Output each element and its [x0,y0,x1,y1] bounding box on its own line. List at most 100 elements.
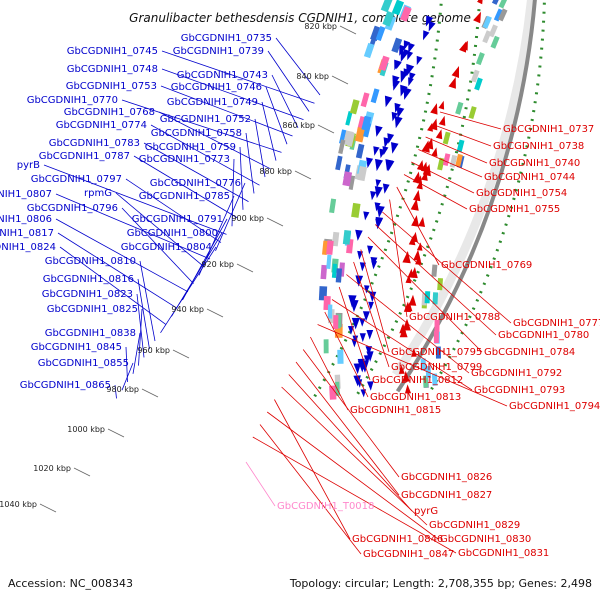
annotation-block-inner [432,292,439,305]
annotation-block [335,268,343,283]
gene-label-forward: GbCGDNIH1_0739 [173,46,264,57]
gene-label-forward: GbCGDNIH1_0746 [171,82,262,93]
reverse-gene-arrow [431,147,438,157]
gene-labels: GbCGDNIH1_0735 GbCGDNIH1_0745 GbCGDNIH1_07… [0,33,600,560]
annotation-block [375,26,386,42]
annotation-block-inner [482,15,492,29]
forward-gene-arrow [391,111,398,122]
annotation-block [357,165,368,182]
gene-label-reverse: GbCGDNIH1_0813 [370,392,461,403]
annotation-block-inner [456,139,465,153]
reverse-gene-arrow [425,137,434,150]
gene-label-reverse: GbCGDNIH1_0830 [440,534,531,545]
forward-gene-arrow [367,245,374,255]
label-connector-forward [239,146,244,210]
label-connector-forward [136,293,145,358]
gene-label-forward: GbCGDNIH1_0776 [150,178,241,189]
reverse-gene-arrow [402,318,411,331]
forward-gene-arrow [394,59,401,71]
annotation-block [391,37,403,53]
reverse-gene-arrow [422,166,429,175]
label-connector-forward [139,260,156,342]
label-connector-reverse [259,424,362,555]
tick-label: 860 kbp [282,121,315,130]
annotation-block [345,111,353,126]
reverse-gene-arrow [438,115,446,126]
annotation-block [329,385,337,400]
label-connector-forward [57,232,178,309]
annotation-block [327,304,333,319]
gene-label-forward: GbCGDNIH1_0735 [181,33,272,44]
gene-label-forward: rpmG [84,188,112,199]
label-connector-forward [261,101,277,161]
forward-gene-arrow [375,158,383,172]
annotation-block [363,42,375,59]
reverse-gene-arrow [413,189,421,202]
forward-gene-arrow [394,102,401,113]
annotation-block-inner [431,264,438,277]
forward-gene-arrow [374,186,383,199]
forward-gene-arrow [408,77,414,87]
gene-label-forward: pyrB [17,160,40,171]
label-connector-reverse [274,399,351,540]
gene-label-forward: GbCGDNIH1_0752 [160,114,251,125]
annotation-block-inner [420,358,426,371]
label-connector-reverse [382,211,512,324]
annotation-block [338,129,347,145]
forward-gene-arrow [403,49,410,59]
forward-gene-arrow [387,133,395,144]
tick-label: 1040 kbp [0,500,37,509]
annotation-block [399,6,412,22]
reverse-gene-arrow [398,365,405,374]
forward-gene-arrow [403,87,412,100]
forward-gene-arrow [416,55,423,66]
annotation-block [360,92,370,108]
gene-label-reverse: GbCGDNIH1_0744 [484,172,575,183]
annotation-block [349,99,360,115]
accession-text: Accession: NC_008343 [8,577,133,590]
reverse-gene-arrow [410,198,419,211]
annotation-block [370,88,380,104]
reverse-gene-arrow [408,294,417,306]
label-connector-reverse [432,124,492,147]
tick-label: 940 kbp [171,305,204,314]
reverse-gene-arrow [459,41,467,53]
label-connector-reverse [252,436,457,554]
gene-label-reverse: GbCGDNIH1_0827 [401,490,492,501]
label-connector-forward [114,384,117,399]
gene-label-reverse: GbCGDNIH1_0826 [401,472,492,483]
label-connector-reverse [281,386,428,526]
annotation-block-inner [437,157,445,171]
label-connector-forward [160,246,217,334]
gene-label-reverse: GbCGDNIH1_0784 [484,347,575,358]
gene-label-forward: GbCGDNIH1_0823 [42,289,133,300]
gene-label-reverse: GbCGDNIH1_0831 [458,548,549,559]
tick-label: 1000 kbp [67,425,105,434]
annotation-block-inner [475,52,485,66]
gene-label-reverse: GbCGDNIH1_0755 [469,204,560,215]
gene-label-reverse: GbCGDNIH1_0740 [489,158,580,169]
forward-gene-arrow [407,50,414,61]
tick-mark [141,388,159,398]
feature-tracks [318,0,509,400]
label-connector-forward [55,193,211,260]
tick-label: 980 kbp [106,385,139,394]
label-connector-reverse [331,299,473,391]
annotation-block-inner [455,153,463,167]
gene-label-forward: GbCGDNIH1_0855 [38,358,129,369]
label-connector-forward [198,195,235,276]
forward-gene-arrow [365,346,372,356]
forward-gene-arrow [366,157,374,169]
gene-label-forward: GbCGDNIH1_0753 [66,81,157,92]
label-connector-reverse [288,374,413,512]
forward-gene-arrow [400,70,409,83]
reverse-gene-arrow [399,326,408,338]
label-connector-forward [125,178,222,243]
label-connector-reverse [310,336,349,411]
gene-label-forward: GbCGDNIH1_0825 [47,304,138,315]
label-connector-reverse [367,236,483,353]
label-connector-forward [43,164,227,235]
label-connector-forward [271,74,299,128]
annotation-block [342,171,353,187]
forward-gene-arrow [408,42,415,54]
